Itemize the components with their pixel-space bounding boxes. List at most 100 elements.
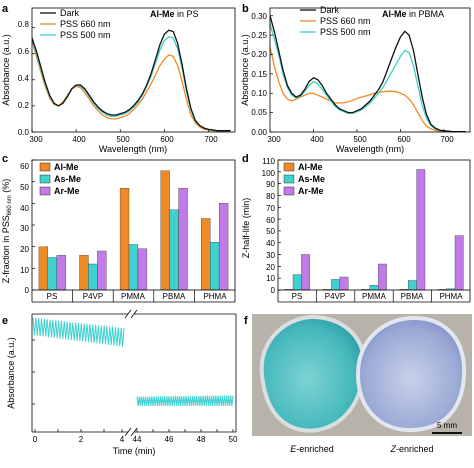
panel-a-xtick-600: 600 — [160, 135, 174, 144]
panel-e-xtick-50: 50 — [229, 435, 238, 444]
panel-d-legend-ar: Ar-Me — [298, 186, 324, 196]
panel-a-xtick-500: 500 — [116, 135, 130, 144]
panel-d-legend-swatch-ar — [283, 186, 295, 196]
c-bars-bar-p4vp-al-me — [79, 255, 89, 291]
panel-d-legend-swatch-as — [283, 174, 295, 184]
d-bars-bar-ps-as-me — [292, 274, 302, 291]
panel-b-xlabel: Wavelength (nm) — [336, 144, 404, 154]
panel-d-ytick-40: 40 — [266, 239, 275, 248]
scale-bar-label: 5 mm — [437, 421, 457, 430]
panel-e-trace-segment-1 — [32, 317, 125, 347]
panel-c-legend-swatch-as — [39, 174, 51, 184]
panel-e: e 0 2 4 44 46 48 50 Time (min) Absorbanc… — [2, 309, 238, 456]
panel-d-cat-pbma: PBMA — [401, 292, 424, 301]
panel-b-title-bold: Al-Me — [382, 9, 407, 19]
panel-d-ytick-100: 100 — [262, 169, 276, 178]
panel-e-xtick-44: 44 — [133, 435, 142, 444]
a-lines-series-pss-660-nm — [32, 40, 231, 132]
c-bars-bar-pbma-al-me — [160, 170, 170, 291]
panel-b-ytick-3: 0.15 — [251, 70, 267, 79]
c-bars-bar-phma-ar-me — [218, 203, 229, 291]
panel-c-ytick-0: 0 — [25, 286, 30, 295]
panel-d-ylabel: Z-half-life (min) — [241, 198, 251, 259]
panel-a-ytick-3: 0.6 — [18, 47, 30, 56]
z-enriched-caption: Z-enriched — [389, 444, 433, 454]
b-lines-series-pss-660-nm — [270, 46, 466, 132]
panel-e-xtick-48: 48 — [197, 435, 206, 444]
panel-b-ytick-1: 0.05 — [251, 108, 267, 117]
panel-e-break-mark-1 — [124, 427, 132, 437]
panel-d-legend-as: As-Me — [298, 174, 325, 184]
panel-e-xtick-2: 2 — [79, 435, 84, 444]
panel-d-ytick-0: 0 — [271, 286, 276, 295]
panel-d-ytick-60: 60 — [266, 216, 275, 225]
panel-a-frame — [31, 7, 236, 133]
e-enriched-caption-rest: -enriched — [296, 444, 334, 454]
panel-d-ytick-70: 70 — [266, 204, 275, 213]
d-bars-bar-phma-ar-me — [454, 235, 464, 291]
c-bars-bar-pbma-as-me — [169, 209, 179, 291]
c-bars-bar-pbma-ar-me — [178, 187, 188, 291]
panel-f-label: f — [244, 315, 248, 327]
c-bars-bar-ps-ar-me — [56, 255, 66, 291]
panel-a-ytick-2: 0.4 — [18, 74, 30, 83]
e-enriched-caption-ital: E — [290, 444, 297, 454]
panel-b-title: Al-Me in PBMA — [382, 9, 444, 19]
e-enriched-film — [259, 314, 367, 433]
panel-b-xtick-700: 700 — [440, 135, 454, 144]
panel-a-title: Al-Me in PS — [150, 9, 199, 19]
panel-a-title-bold: Al-Me — [150, 9, 175, 19]
panel-e-xtick-4: 4 — [120, 435, 125, 444]
panel-c-ylabel: Z-fraction in PSS660 nm (%) — [1, 179, 13, 284]
panel-a-ytick-4: 0.8 — [18, 20, 30, 29]
panel-b-frame — [269, 7, 471, 133]
panel-d-legend: Al-Me As-Me Ar-Me — [283, 162, 325, 196]
panel-d-label: d — [242, 153, 249, 165]
panel-e-trace-segment-2 — [136, 395, 234, 407]
panel-a: a 300 400 500 600 700 0.0 0.2 0.4 0.6 0.… — [1, 3, 236, 154]
panel-b-xtick-500: 500 — [353, 135, 367, 144]
panel-b-legend-660: PSS 660 nm — [320, 16, 371, 26]
panel-c-label: c — [2, 153, 8, 165]
panel-e-ylabel: Absorbance (a.u.) — [6, 337, 16, 409]
panel-b-ytick-5: 0.25 — [251, 31, 267, 40]
panel-b-ytick-4: 0.20 — [251, 50, 267, 59]
panel-e-break-mark-2 — [130, 427, 138, 437]
panel-d-legend-al: Al-Me — [298, 162, 323, 172]
panel-a-legend-660: PSS 660 nm — [60, 19, 111, 29]
panel-c-ylabel-sub: 660 nm — [7, 195, 13, 215]
panel-a-legend-500: PSS 500 nm — [60, 30, 111, 40]
panel-b-label: b — [242, 3, 249, 15]
panel-e-break-mark-3 — [124, 309, 132, 319]
panel-d-cat-ps: PS — [292, 292, 303, 301]
d-bars-bar-p4vp-as-me — [331, 279, 340, 291]
panel-a-ylabel: Absorbance (a.u.) — [1, 34, 11, 106]
panel-a-label: a — [2, 3, 9, 15]
panel-c-legend-as: As-Me — [54, 174, 81, 184]
c-bars-bar-ps-al-me — [38, 246, 49, 291]
panel-d-frame — [277, 159, 471, 291]
panel-b-legend: Dark PSS 660 nm PSS 500 nm — [300, 5, 371, 37]
panel-c-cat-p4vp: P4VP — [83, 292, 103, 301]
panel-d-ytick-110: 110 — [262, 157, 275, 166]
panel-c-ytick-10: 10 — [20, 266, 29, 275]
z-enriched-caption-ital: Z — [389, 444, 396, 454]
d-bars-bar-pmma-ar-me — [378, 263, 387, 291]
panel-c-legend: Al-Me As-Me Ar-Me — [39, 162, 81, 196]
d-bars-bar-p4vp-ar-me — [339, 276, 349, 291]
panel-c-ylabel-main: Z-fraction in PSS — [1, 215, 11, 283]
panel-d-ytick-30: 30 — [266, 251, 275, 260]
panel-e-ticks — [32, 339, 234, 432]
panel-b-legend-500: PSS 500 nm — [320, 27, 371, 37]
panel-a-title-rest: in PS — [175, 9, 199, 19]
panel-d-ticks — [278, 159, 432, 302]
panel-a-xtick-700: 700 — [204, 135, 218, 144]
c-bars-bar-pmma-as-me — [128, 244, 139, 291]
panel-c: c 0 10 20 30 40 50 60 PS P4VP PMMA PBMA … — [1, 153, 236, 303]
panel-a-legend-dark: Dark — [60, 8, 80, 18]
a-lines-series-pss-500-nm — [32, 35, 231, 132]
c-bars-bar-phma-as-me — [209, 242, 220, 291]
panel-b-xtick-400: 400 — [310, 135, 324, 144]
panel-d-ytick-labels: 0 10 20 30 40 50 60 70 80 90 100 110 — [262, 157, 276, 295]
